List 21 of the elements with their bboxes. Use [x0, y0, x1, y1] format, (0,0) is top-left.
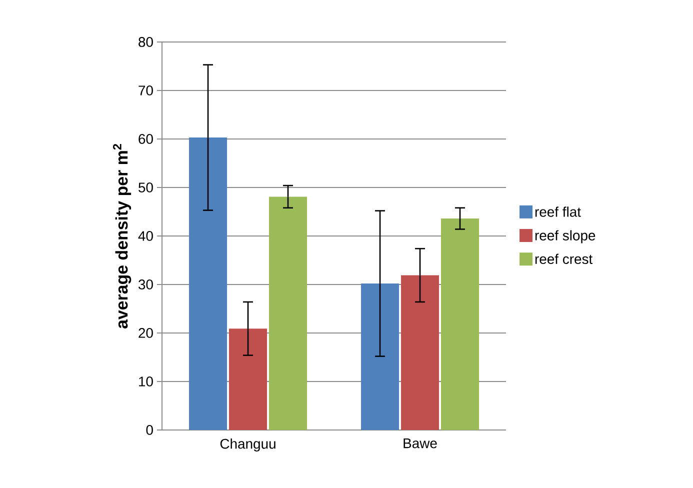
bar [269, 196, 307, 430]
y-tick-label: 30 [138, 280, 153, 290]
bar [441, 218, 479, 430]
x-tick-label: Bawe [404, 438, 437, 448]
y-axis-title: average density per m$^{2}$ [113, 144, 132, 328]
y-tick-label: 50 [138, 182, 153, 192]
bar [401, 275, 440, 430]
legend-label: reef crest [535, 254, 593, 264]
bar [189, 138, 228, 430]
y-tick-label: 20 [138, 328, 153, 338]
bar [361, 284, 400, 430]
y-tick-label: 70 [138, 86, 153, 96]
y-tick-label: 0 [146, 425, 153, 435]
bar [229, 328, 268, 430]
x-tick-label: Changuu [220, 438, 276, 452]
y-tick-label: 40 [138, 231, 153, 241]
legend-label: reef flat [535, 206, 581, 217]
y-tick-label: 10 [139, 376, 153, 386]
legend-label: reef slope [535, 230, 596, 244]
y-tick-label: 60 [138, 134, 153, 144]
y-tick-label: 80 [138, 37, 153, 47]
